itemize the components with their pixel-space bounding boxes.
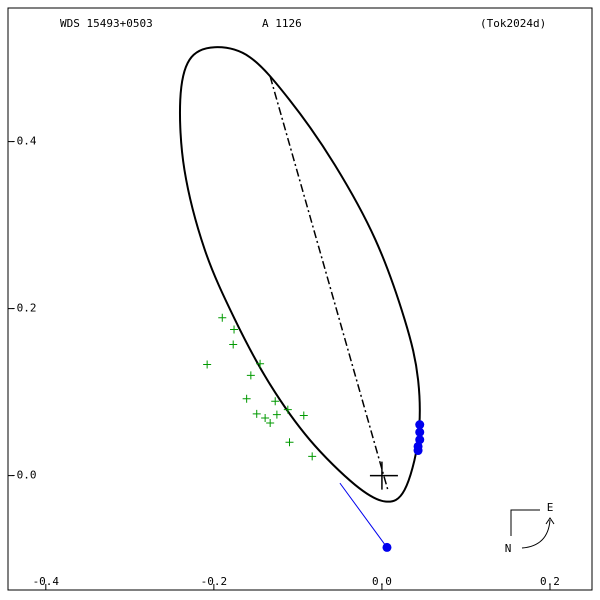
chart-subtitle: A 1126 <box>262 17 302 30</box>
orbit <box>178 46 421 503</box>
compass-north: N <box>505 542 512 555</box>
measure <box>230 325 239 334</box>
measure <box>203 360 212 369</box>
measure <box>285 438 294 447</box>
line-of-nodes <box>269 76 389 491</box>
measure <box>261 413 270 422</box>
x-tick-label: 0.0 <box>372 575 392 588</box>
x-tick-label: -0.4 <box>33 575 60 588</box>
measure <box>308 452 317 461</box>
plot-frame <box>7 7 593 591</box>
recent-point <box>415 427 425 437</box>
measure <box>299 411 308 420</box>
primary-star <box>369 461 398 490</box>
y-tick-label: -0.4 <box>10 135 37 148</box>
x-tick-label: -0.2 <box>201 575 228 588</box>
chart-title: WDS 15493+0503 <box>60 17 153 30</box>
x-tick-label: 0.2 <box>540 575 560 588</box>
recent-point <box>413 446 423 456</box>
measure <box>283 405 292 414</box>
measure <box>252 409 261 418</box>
measure <box>229 340 238 349</box>
measure <box>246 371 255 380</box>
outlier-link <box>339 482 388 548</box>
recent-point <box>415 420 425 430</box>
outlier-point <box>382 542 392 552</box>
measure <box>256 359 265 368</box>
y-tick-label: -0.0 <box>10 469 37 482</box>
reference: (Tok2024d) <box>480 17 546 30</box>
compass-arrow <box>521 517 555 549</box>
y-tick-label: -0.2 <box>10 302 37 315</box>
measure <box>218 313 227 322</box>
compass-east: E <box>547 501 554 514</box>
compass-lines <box>510 509 540 536</box>
measure <box>266 418 275 427</box>
measure <box>272 410 281 419</box>
measure <box>242 394 251 403</box>
measure <box>271 397 280 406</box>
